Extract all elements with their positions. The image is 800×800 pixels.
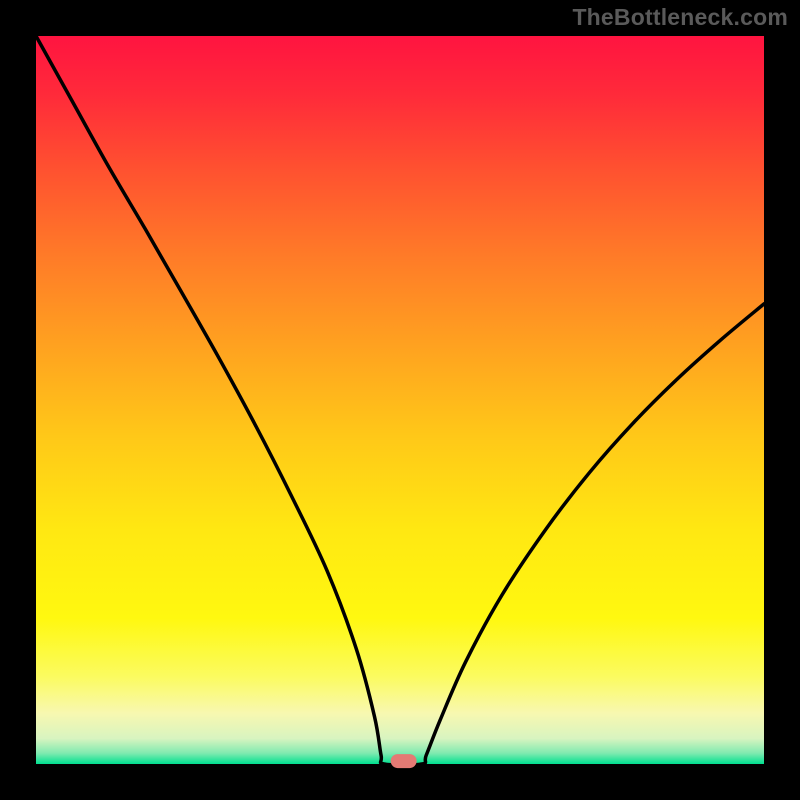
watermark-text: TheBottleneck.com — [572, 4, 788, 31]
chart-container: TheBottleneck.com — [0, 0, 800, 800]
vertex-marker — [391, 754, 417, 768]
chart-svg — [0, 0, 800, 800]
